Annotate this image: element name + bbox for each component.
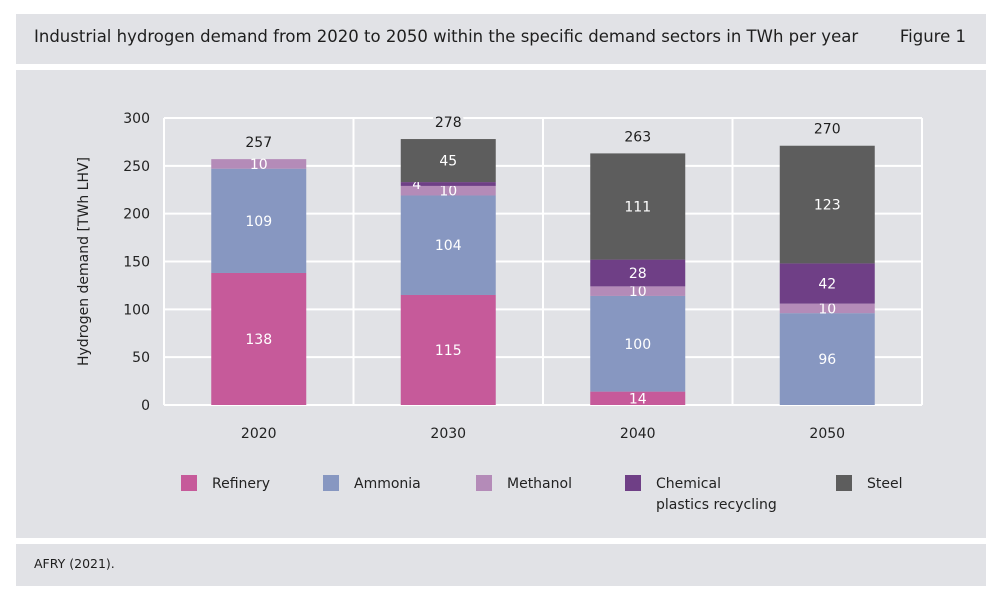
data-label-2030-ammonia: 104 — [435, 238, 462, 254]
legend-swatch-steel — [836, 475, 852, 491]
total-label-2040: 263 — [624, 129, 651, 145]
bar-2040-methanol — [590, 286, 686, 296]
data-label-2030-methanol: 10 — [439, 184, 457, 200]
data-label-2020-refinery: 138 — [245, 332, 272, 348]
legend-label-steel: Steel — [867, 476, 903, 492]
bar-2030-methanol — [400, 185, 496, 196]
data-label-2040-chemical-plastics-recycling: 28 — [629, 266, 647, 282]
legend-swatch-refinery — [181, 475, 197, 491]
chart-header: Industrial hydrogen demand from 2020 to … — [16, 14, 986, 64]
legend-label-chemical-plastics-recycling-line2: plastics recycling — [656, 497, 777, 513]
total-label-2030: 278 — [435, 115, 462, 131]
data-label-2020-ammonia: 109 — [245, 214, 272, 230]
legend-label-ammonia: Ammonia — [354, 476, 421, 492]
data-label-2040-refinery: 14 — [629, 391, 647, 407]
bar-2050-steel — [779, 145, 875, 264]
source-footer: AFRY (2021). — [16, 544, 986, 586]
legend-swatch-ammonia — [323, 475, 339, 491]
data-label-2050-chemical-plastics-recycling: 42 — [818, 277, 836, 293]
figure-label: Figure 1 — [899, 27, 966, 46]
data-label-2040-steel: 111 — [624, 199, 651, 215]
source-note: AFRY (2021). — [34, 556, 115, 571]
data-label-2030-chemical-plastics-recycling: 4 — [412, 177, 421, 193]
data-label-2030-refinery: 115 — [435, 343, 462, 359]
data-label-2050-steel: 123 — [814, 198, 841, 214]
bar-2030-chemical-plastics-recycling — [400, 182, 496, 186]
legend-label-chemical-plastics-recycling-line1: Chemical — [656, 476, 721, 492]
x-tick-label-2050: 2050 — [809, 426, 845, 442]
bar-2030-steel — [400, 139, 496, 183]
bar-2020-refinery — [211, 272, 307, 405]
bar-2020-ammonia — [211, 168, 307, 273]
bar-2050-methanol — [779, 303, 875, 314]
legend-label-refinery: Refinery — [212, 476, 270, 492]
data-label-2030-steel: 45 — [439, 154, 457, 170]
legend-label-methanol: Methanol — [507, 476, 572, 492]
stacked-bar-chart: 0 50 100 150 200 250 300 Hydrogen demand [TWh L… — [76, 111, 923, 513]
bar-2030-refinery — [400, 294, 496, 405]
bar-2020-methanol — [211, 159, 307, 169]
data-label-2040-ammonia: 100 — [624, 337, 651, 353]
y-tick-label-0: 0 — [141, 398, 150, 414]
legend-swatch-methanol — [476, 475, 492, 491]
bar-2040-chemical-plastics-recycling — [590, 259, 686, 287]
data-label-2050-methanol: 10 — [818, 301, 836, 317]
total-label-2020: 257 — [245, 135, 272, 151]
legend-swatch-chemical-plastics-recycling — [625, 475, 641, 491]
bar-2040-refinery — [590, 391, 686, 405]
bar-2050-chemical-plastics-recycling — [779, 263, 875, 304]
y-tick-label-150: 150 — [123, 255, 150, 271]
y-tick-label-100: 100 — [123, 302, 150, 318]
y-tick-label-250: 250 — [123, 159, 150, 175]
data-label-2020-methanol: 10 — [250, 157, 268, 173]
total-label-2050: 270 — [814, 122, 841, 138]
chart-title: Industrial hydrogen demand from 2020 to … — [34, 27, 859, 46]
bar-2040-ammonia — [590, 295, 686, 392]
bar-2040-steel — [590, 153, 686, 260]
bar-2030-ammonia — [400, 195, 496, 295]
bar-2050-ammonia — [779, 313, 875, 405]
y-tick-label-200: 200 — [123, 207, 150, 223]
x-tick-label-2020: 2020 — [241, 426, 277, 442]
x-tick-label-2030: 2030 — [430, 426, 466, 442]
x-tick-label-2040: 2040 — [620, 426, 656, 442]
data-label-2040-methanol: 10 — [629, 284, 647, 300]
y-tick-label-50: 50 — [132, 350, 150, 366]
y-tick-label-300: 300 — [123, 111, 150, 127]
data-label-2050-ammonia: 96 — [818, 352, 836, 368]
y-axis-label: Hydrogen demand [TWh LHV] — [76, 157, 92, 366]
